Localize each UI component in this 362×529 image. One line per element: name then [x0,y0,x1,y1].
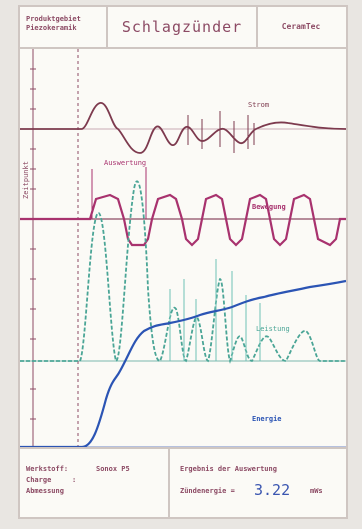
program-line-2: Piezokeramik [26,24,77,32]
strom-spikes [187,111,255,153]
result-heading: Ergebnis der Auswertung [180,465,277,473]
label-leistung: Leistung [256,325,290,333]
brand-name: CeramTec [281,22,321,31]
axis-ticks [30,68,36,420]
material-value: Sonox P5 [96,465,130,473]
charge-value: : [72,476,77,484]
label-auswertung: Auswertung [104,159,146,167]
dimension-label: Abmessung [26,487,64,495]
result-label: Zündenergie = [180,487,235,495]
charge-label: Charge [26,476,52,484]
oscilloscope-chart: Strom Auswertung Bewegung Leistung Energ… [20,49,347,449]
label-strom: Strom [248,101,269,109]
label-energie: Energie [252,415,282,423]
footer-divider [168,449,170,519]
report-title: Schlagzünder [108,7,258,47]
program-field: Produktgebiet Piezokeramik [20,7,108,47]
report-panel: Produktgebiet Piezokeramik Schlagzünder … [18,5,348,519]
trace-bewegung [20,193,346,247]
auswertung-markers [91,167,147,219]
report-footer: Werkstoff: Sonox P5 Charge : Abmessung E… [20,447,346,519]
result-value: 3.22 [254,481,291,499]
label-y-axis: Zeitpunkt [22,161,30,199]
trace-energie [20,279,347,449]
report-header: Produktgebiet Piezokeramik Schlagzünder … [20,7,346,49]
trace-leistung [20,180,346,364]
label-bewegung: Bewegung [252,203,286,211]
trace-strom [20,102,347,154]
program-line-1: Produktgebiet [26,15,81,23]
material-label: Werkstoff: [26,465,69,473]
result-unit: mWs [310,487,323,495]
